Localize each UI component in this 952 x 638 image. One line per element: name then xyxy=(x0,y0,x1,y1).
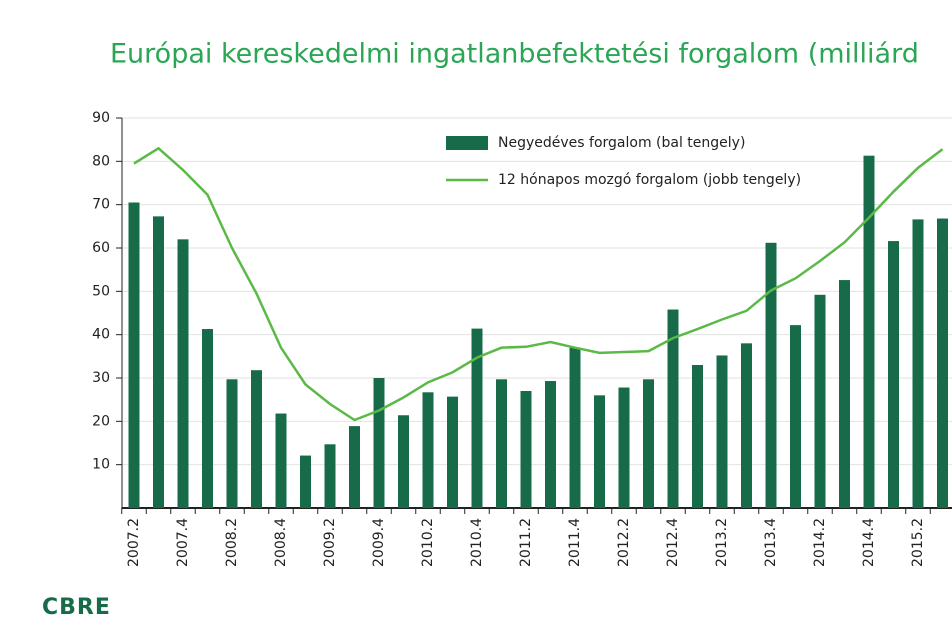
bar xyxy=(471,328,483,508)
logo: CBRE xyxy=(42,595,111,620)
x-tick-label: 2009.4 xyxy=(371,518,387,567)
bar xyxy=(618,387,630,508)
x-tick-label: 2007.4 xyxy=(175,518,191,567)
x-tick-label: 2013.2 xyxy=(714,518,730,567)
y-tick-label: 10 xyxy=(92,457,110,473)
y-tick-label: 80 xyxy=(92,153,110,169)
bar xyxy=(912,219,924,508)
bar xyxy=(324,444,336,508)
bar xyxy=(275,413,287,508)
legend-label: Negyedéves forgalom (bal tengely) xyxy=(498,135,745,151)
bar xyxy=(594,395,605,508)
x-tick-label: 2011.4 xyxy=(567,518,583,567)
bar xyxy=(300,455,311,508)
legend-swatch xyxy=(446,136,488,150)
x-tick-label: 2011.2 xyxy=(518,518,534,567)
y-tick-label: 90 xyxy=(92,110,110,126)
x-tick-label: 2012.2 xyxy=(616,518,632,567)
bar xyxy=(226,379,238,508)
y-tick-label: 20 xyxy=(92,413,110,429)
bar xyxy=(398,415,409,508)
line xyxy=(133,146,944,422)
bar xyxy=(839,280,850,508)
bar xyxy=(373,378,385,508)
bar xyxy=(520,391,532,508)
bar xyxy=(716,355,728,508)
y-tick-label: 30 xyxy=(92,370,110,386)
x-tick-label: 2008.4 xyxy=(273,518,289,567)
x-tick-label: 2015.2 xyxy=(910,518,926,567)
bar xyxy=(692,365,703,508)
x-tick-label: 2012.4 xyxy=(665,518,681,567)
y-tick-label: 40 xyxy=(92,327,110,343)
bar xyxy=(422,392,434,508)
bar xyxy=(888,241,899,509)
bar xyxy=(667,309,679,508)
bar xyxy=(545,381,556,508)
bar xyxy=(937,218,948,509)
bar xyxy=(349,426,360,508)
x-tick-label: 2007.2 xyxy=(126,518,142,567)
chart-title: Európai kereskedelmi ingatlanbefektetési… xyxy=(110,39,919,70)
x-tick-label: 2014.2 xyxy=(812,518,828,567)
bar xyxy=(251,370,262,508)
bar xyxy=(765,242,777,509)
bar xyxy=(496,379,507,508)
bar xyxy=(741,343,752,508)
bar xyxy=(128,202,140,508)
bar xyxy=(153,216,164,508)
bar xyxy=(202,329,213,508)
x-tick-label: 2010.4 xyxy=(469,518,485,567)
y-tick-label: 50 xyxy=(92,283,110,299)
x-tick-label: 2008.2 xyxy=(224,518,240,567)
bar xyxy=(447,396,458,508)
x-tick-label: 2014.4 xyxy=(861,518,877,567)
legend-label: 12 hónapos mozgó forgalom (jobb tengely) xyxy=(498,172,801,188)
x-tick-label: 2010.2 xyxy=(420,518,436,567)
bar xyxy=(643,379,654,508)
bar xyxy=(814,294,826,508)
bar xyxy=(569,347,581,508)
bar xyxy=(790,325,801,508)
x-tick-label: 2013.4 xyxy=(763,518,779,567)
y-tick-label: 70 xyxy=(92,197,110,213)
bar xyxy=(177,239,189,509)
y-tick-label: 60 xyxy=(92,240,110,256)
x-tick-label: 2009.2 xyxy=(322,518,338,567)
bar xyxy=(863,155,875,508)
